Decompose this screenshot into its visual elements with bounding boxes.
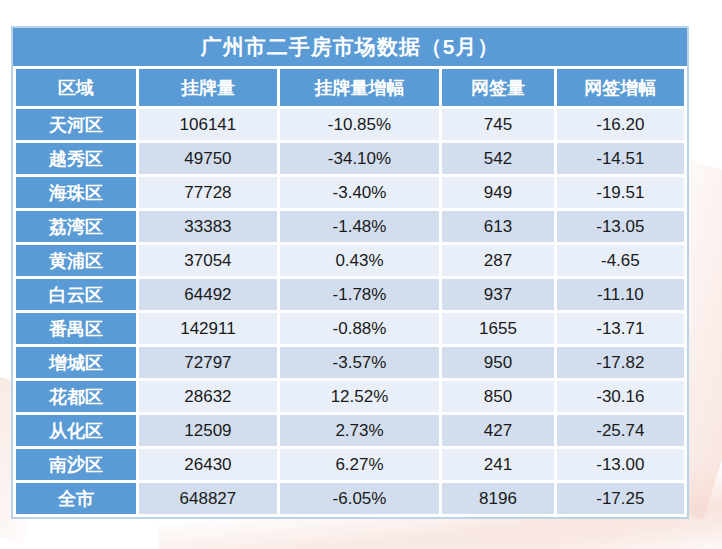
table-row: 增城区72797-3.57%950-17.82 xyxy=(16,347,684,378)
value-cell: -13.00 xyxy=(557,449,684,480)
market-data-table-card: 广州市二手房市场数据（5月） 区域挂牌量挂牌量增幅网签量网签增幅 天河区1061… xyxy=(11,26,689,519)
value-cell: 26430 xyxy=(139,449,277,480)
value-cell: 850 xyxy=(442,381,554,412)
value-cell: 542 xyxy=(442,143,554,174)
value-cell: -17.82 xyxy=(557,347,684,378)
value-cell: 1655 xyxy=(442,313,554,344)
value-cell: -11.10 xyxy=(557,279,684,310)
value-cell: -13.05 xyxy=(557,211,684,242)
district-cell: 越秀区 xyxy=(16,143,136,174)
value-cell: -10.85% xyxy=(280,109,439,140)
district-cell: 花都区 xyxy=(16,381,136,412)
value-cell: 950 xyxy=(442,347,554,378)
value-cell: 64492 xyxy=(139,279,277,310)
value-cell: -34.10% xyxy=(280,143,439,174)
value-cell: -19.51 xyxy=(557,177,684,208)
value-cell: 287 xyxy=(442,245,554,276)
district-cell: 番禺区 xyxy=(16,313,136,344)
value-cell: 648827 xyxy=(139,483,277,514)
table-row: 南沙区264306.27%241-13.00 xyxy=(16,449,684,480)
value-cell: -25.74 xyxy=(557,415,684,446)
district-cell: 增城区 xyxy=(16,347,136,378)
district-cell: 全市 xyxy=(16,483,136,514)
value-cell: 8196 xyxy=(442,483,554,514)
table-row: 荔湾区33383-1.48%613-13.05 xyxy=(16,211,684,242)
table-row: 天河区106141-10.85%745-16.20 xyxy=(16,109,684,140)
value-cell: -6.05% xyxy=(280,483,439,514)
value-cell: 28632 xyxy=(139,381,277,412)
page: 广州市二手房市场数据（5月） 区域挂牌量挂牌量增幅网签量网签增幅 天河区1061… xyxy=(0,0,722,549)
value-cell: 72797 xyxy=(139,347,277,378)
market-data-table: 区域挂牌量挂牌量增幅网签量网签增幅 天河区106141-10.85%745-16… xyxy=(13,66,687,517)
table-row: 从化区125092.73%427-25.74 xyxy=(16,415,684,446)
value-cell: 49750 xyxy=(139,143,277,174)
value-cell: 12509 xyxy=(139,415,277,446)
value-cell: 77728 xyxy=(139,177,277,208)
table-row: 黄浦区370540.43%287-4.65 xyxy=(16,245,684,276)
value-cell: -16.20 xyxy=(557,109,684,140)
value-cell: 33383 xyxy=(139,211,277,242)
value-cell: 745 xyxy=(442,109,554,140)
table-title: 广州市二手房市场数据（5月） xyxy=(13,28,687,66)
value-cell: 106141 xyxy=(139,109,277,140)
value-cell: 12.52% xyxy=(280,381,439,412)
value-cell: -0.88% xyxy=(280,313,439,344)
value-cell: -14.51 xyxy=(557,143,684,174)
value-cell: 0.43% xyxy=(280,245,439,276)
value-cell: 241 xyxy=(442,449,554,480)
district-cell: 白云区 xyxy=(16,279,136,310)
district-cell: 天河区 xyxy=(16,109,136,140)
value-cell: 937 xyxy=(442,279,554,310)
value-cell: 949 xyxy=(442,177,554,208)
value-cell: -3.57% xyxy=(280,347,439,378)
district-cell: 从化区 xyxy=(16,415,136,446)
value-cell: 37054 xyxy=(139,245,277,276)
value-cell: -30.16 xyxy=(557,381,684,412)
value-cell: 142911 xyxy=(139,313,277,344)
value-cell: 427 xyxy=(442,415,554,446)
table-row: 越秀区49750-34.10%542-14.51 xyxy=(16,143,684,174)
table-row: 花都区2863212.52%850-30.16 xyxy=(16,381,684,412)
column-header: 网签增幅 xyxy=(557,69,684,106)
value-cell: -1.78% xyxy=(280,279,439,310)
value-cell: -17.25 xyxy=(557,483,684,514)
value-cell: 2.73% xyxy=(280,415,439,446)
column-header: 网签量 xyxy=(442,69,554,106)
table-row: 白云区64492-1.78%937-11.10 xyxy=(16,279,684,310)
value-cell: 613 xyxy=(442,211,554,242)
column-header: 挂牌量增幅 xyxy=(280,69,439,106)
value-cell: -4.65 xyxy=(557,245,684,276)
header-row: 区域挂牌量挂牌量增幅网签量网签增幅 xyxy=(16,69,684,106)
table-row: 海珠区77728-3.40%949-19.51 xyxy=(16,177,684,208)
table-body: 天河区106141-10.85%745-16.20越秀区49750-34.10%… xyxy=(16,109,684,514)
table-row: 番禺区142911-0.88%1655-13.71 xyxy=(16,313,684,344)
table-row: 全市648827-6.05%8196-17.25 xyxy=(16,483,684,514)
district-cell: 黄浦区 xyxy=(16,245,136,276)
district-cell: 荔湾区 xyxy=(16,211,136,242)
column-header: 挂牌量 xyxy=(139,69,277,106)
district-cell: 南沙区 xyxy=(16,449,136,480)
value-cell: -1.48% xyxy=(280,211,439,242)
value-cell: 6.27% xyxy=(280,449,439,480)
value-cell: -13.71 xyxy=(557,313,684,344)
column-header: 区域 xyxy=(16,69,136,106)
value-cell: -3.40% xyxy=(280,177,439,208)
district-cell: 海珠区 xyxy=(16,177,136,208)
